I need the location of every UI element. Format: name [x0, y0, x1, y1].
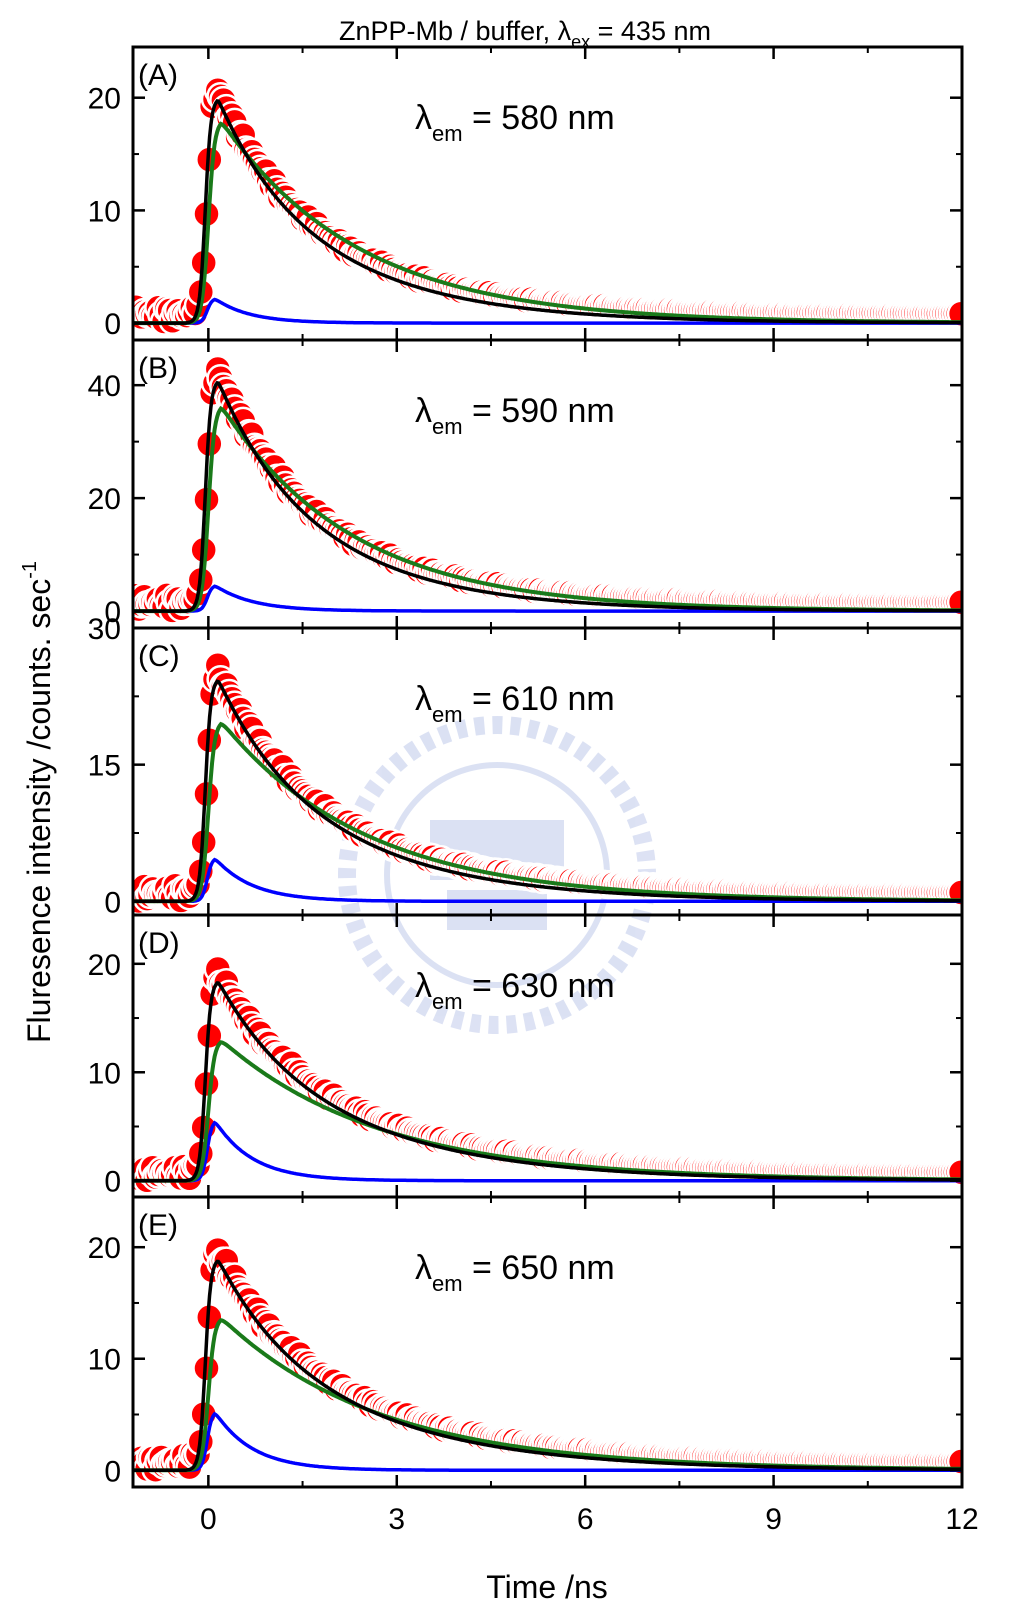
panel-data [133, 651, 962, 915]
total-fit-line [133, 99, 962, 325]
y-tick-label: 10 [88, 195, 121, 228]
lambda-subscript: em [432, 414, 463, 439]
y-tick-label: 0 [104, 308, 121, 341]
panel-e: 0 10 20 (E) λem = 650 nm [88, 1195, 964, 1489]
figure-title: ZnPP-Mb / buffer, λex = 435 nm [339, 16, 711, 52]
x-tick-label: 6 [577, 1503, 594, 1536]
lambda-subscript: em [432, 702, 463, 727]
fast-component-line [133, 1411, 962, 1473]
y-tick-label: 10 [88, 1057, 121, 1090]
y-tick-label: 0 [104, 1166, 121, 1199]
fast-component-line [133, 1120, 962, 1183]
x-axis-label: Time /ns [486, 1569, 608, 1605]
panel-data [133, 954, 962, 1195]
y-tick-label: 30 [88, 613, 121, 646]
lambda-symbol: λ [415, 99, 432, 137]
x-tick-label: 3 [388, 1503, 405, 1536]
lambda-value: = 630 nm [463, 967, 615, 1005]
y-tick-label: 40 [88, 370, 121, 403]
y-tick-label: 20 [88, 483, 121, 516]
emission-wavelength-label: λem = 630 nm [415, 967, 615, 1014]
panel-frame [131, 1195, 964, 1489]
y-tick-label: 0 [104, 596, 121, 629]
y-tick-label: 20 [88, 949, 121, 982]
lambda-subscript: em [432, 989, 463, 1014]
total-fit-line [133, 380, 962, 613]
emission-wavelength-label: λem = 610 nm [415, 680, 615, 727]
panel-label: (B) [138, 352, 178, 385]
panel-b: 0 20 40 (B) λem = 590 nm [88, 338, 964, 630]
lambda-value: = 650 nm [463, 1249, 615, 1287]
panel-label: (A) [138, 59, 178, 92]
y-axis-label: Fluresence intensity /counts. sec-1 [19, 561, 57, 1043]
panel-d: 0 10 20 (D) λem = 630 nm [88, 913, 964, 1199]
lambda-symbol: λ [415, 680, 432, 718]
panel-data [133, 354, 962, 625]
lambda-subscript: em [432, 1271, 463, 1296]
emission-wavelength-label: λem = 650 nm [415, 1249, 615, 1296]
emission-wavelength-label: λem = 590 nm [415, 392, 615, 439]
panel-data [133, 1235, 962, 1484]
lambda-symbol: λ [415, 1249, 432, 1287]
x-tick-label: 9 [765, 1503, 782, 1536]
figure-title-sub: ex [571, 32, 590, 52]
panel-data [133, 76, 962, 336]
panel-a: 0 10 20 (A) λem = 580 nm [88, 45, 964, 342]
y-tick-label: 15 [88, 750, 121, 783]
y-axis-label-sup: -1 [19, 561, 41, 579]
panel-c: 0 15 30 (C) λem = 610 nm [88, 613, 964, 919]
panel-label: (E) [138, 1209, 178, 1242]
y-tick-label: 0 [104, 886, 121, 919]
figure-title-rest: = 435 nm [590, 16, 711, 46]
y-tick-label: 10 [88, 1344, 121, 1377]
y-tick-label: 20 [88, 83, 121, 116]
y-tick-label: 0 [104, 1455, 121, 1488]
y-tick-label: 20 [88, 1232, 121, 1265]
lambda-value: = 580 nm [463, 99, 615, 137]
total-fit-line [133, 981, 962, 1183]
x-tick-label: 0 [200, 1503, 217, 1536]
lambda-subscript: em [432, 121, 463, 146]
y-axis-label-text: Fluresence intensity /counts. sec [21, 579, 57, 1043]
x-tick-label: 12 [945, 1503, 978, 1536]
lambda-symbol: λ [415, 967, 432, 1005]
lambda-value: = 610 nm [463, 680, 615, 718]
total-fit-line [133, 679, 962, 904]
figure-title-main: ZnPP-Mb / buffer, λ [339, 16, 572, 46]
panel-label: (C) [138, 640, 180, 673]
total-fit-line [133, 1259, 962, 1473]
emission-wavelength-label: λem = 580 nm [415, 99, 615, 146]
lambda-symbol: λ [415, 392, 432, 430]
lambda-value: = 590 nm [463, 392, 615, 430]
panel-label: (D) [138, 927, 180, 960]
